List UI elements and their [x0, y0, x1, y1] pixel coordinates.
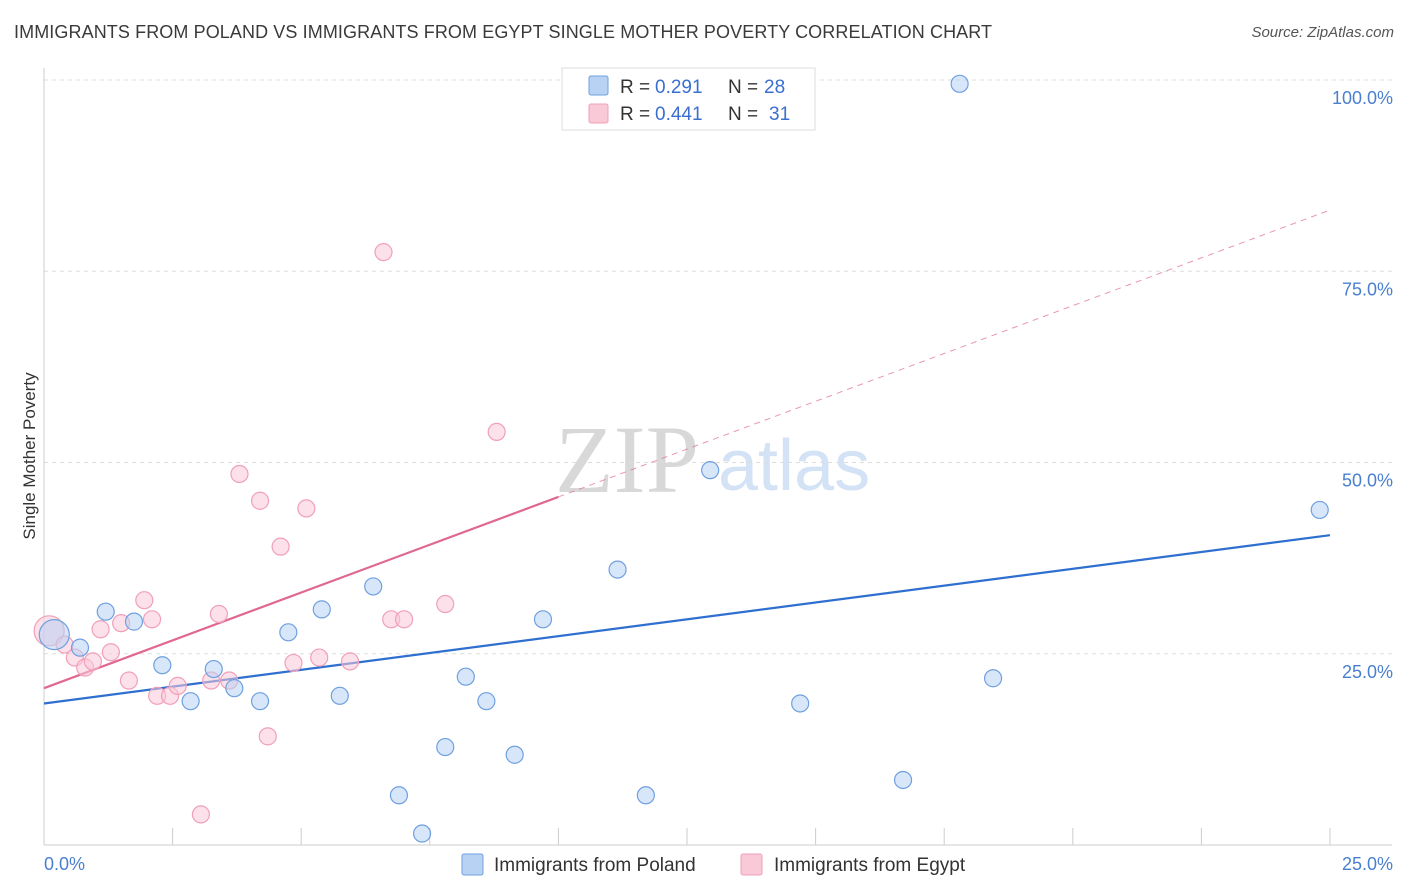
point-egypt-26 [374, 243, 393, 262]
watermark-zip: ZIP [555, 406, 699, 513]
legend-poland-n-label: N = [728, 77, 758, 98]
point-egypt-18 [230, 464, 249, 484]
point-poland-6 [204, 659, 223, 679]
point-poland-7 [225, 679, 244, 698]
point-poland-19 [533, 610, 553, 629]
point-poland-23 [791, 694, 810, 713]
point-poland-24 [893, 770, 913, 790]
legend-poland-n-value: 28 [764, 77, 785, 98]
point-poland-8 [250, 692, 270, 711]
source-label: Source: ZipAtlas.com [1251, 24, 1394, 41]
point-egypt-23 [297, 499, 316, 518]
point-poland-4 [153, 656, 172, 675]
point-egypt-30 [487, 422, 506, 441]
series-legend-label-poland: Immigrants from Poland [494, 855, 696, 876]
point-egypt-14 [191, 805, 210, 824]
points-poland [38, 74, 1329, 843]
legend-swatch-poland [588, 75, 609, 96]
point-poland-14 [412, 824, 432, 843]
stats-legend: R = 0.291 N = 28 R = 0.441 N = 31 [561, 67, 816, 131]
point-poland-3 [124, 612, 144, 631]
watermark-atlas: atlas [718, 426, 870, 506]
legend-poland-r-label: R = [620, 77, 650, 98]
point-poland-13 [389, 786, 409, 805]
point-egypt-9 [135, 591, 154, 610]
point-poland-10 [312, 600, 331, 619]
point-egypt-20 [258, 727, 277, 746]
point-poland-22 [701, 461, 720, 480]
series-legend: Immigrants from Poland Immigrants from E… [461, 853, 966, 876]
point-egypt-29 [436, 594, 455, 614]
legend-swatch-egypt [588, 103, 609, 124]
y-tick-labels: 100.0% 75.0% 50.0% 25.0% [1332, 88, 1393, 682]
x-ticks [172, 828, 1331, 845]
chart-title: IMMIGRANTS FROM POLAND VS IMMIGRANTS FRO… [14, 22, 993, 42]
trend-line-egypt-extension [558, 209, 1331, 498]
point-egypt-16 [209, 604, 228, 624]
y-tick-label-0: 100.0% [1332, 88, 1393, 108]
y-tick-label-2: 50.0% [1342, 471, 1393, 491]
point-poland-20 [608, 560, 627, 579]
point-poland-9 [279, 623, 298, 642]
trend-lines [43, 209, 1331, 705]
trend-line-egypt [43, 495, 559, 690]
point-poland-17 [477, 692, 496, 711]
point-egypt-6 [101, 643, 120, 662]
point-egypt-8 [119, 671, 138, 690]
trend-line-poland [43, 534, 1331, 705]
legend-egypt-r-label: R = [620, 104, 650, 125]
point-poland-5 [181, 692, 200, 711]
point-poland-2 [96, 602, 115, 621]
point-poland-0 [38, 619, 70, 651]
point-egypt-22 [284, 653, 303, 673]
x-tick-label-1: 25.0% [1342, 854, 1393, 874]
point-egypt-4 [83, 652, 102, 671]
x-tick-label-0: 0.0% [44, 854, 85, 874]
x-tick-labels: 0.0% 25.0% [44, 854, 1393, 874]
point-egypt-28 [394, 610, 414, 629]
point-poland-21 [636, 786, 655, 805]
point-poland-27 [1310, 500, 1329, 520]
series-legend-swatch-poland [461, 853, 484, 876]
point-poland-12 [364, 577, 383, 596]
y-tick-label-3: 25.0% [1342, 662, 1393, 682]
point-egypt-25 [340, 652, 360, 671]
point-poland-1 [70, 638, 90, 657]
point-egypt-24 [310, 648, 329, 667]
point-egypt-13 [168, 676, 187, 695]
points-egypt [33, 243, 506, 824]
legend-egypt-n-label: N = [728, 104, 758, 125]
watermark: ZIP atlas [555, 406, 870, 513]
point-poland-11 [330, 686, 349, 705]
point-egypt-5 [91, 620, 110, 639]
legend-egypt-n-value: 31 [769, 104, 790, 125]
series-legend-swatch-egypt [740, 853, 763, 876]
point-poland-16 [456, 667, 475, 686]
series-legend-label-egypt: Immigrants from Egypt [774, 855, 966, 876]
point-egypt-10 [142, 610, 162, 629]
point-egypt-21 [271, 537, 290, 556]
point-poland-18 [505, 745, 524, 764]
y-tick-label-1: 75.0% [1342, 279, 1393, 299]
grid-lines [44, 79, 1392, 655]
point-egypt-19 [250, 491, 270, 510]
legend-poland-r-value: 0.291 [655, 77, 703, 98]
axes [43, 68, 1392, 846]
y-axis-label: Single Mother Poverty [20, 372, 39, 540]
point-poland-25 [950, 74, 969, 93]
legend-egypt-r-value: 0.441 [655, 104, 703, 125]
point-poland-15 [436, 737, 455, 757]
point-poland-26 [983, 669, 1003, 688]
